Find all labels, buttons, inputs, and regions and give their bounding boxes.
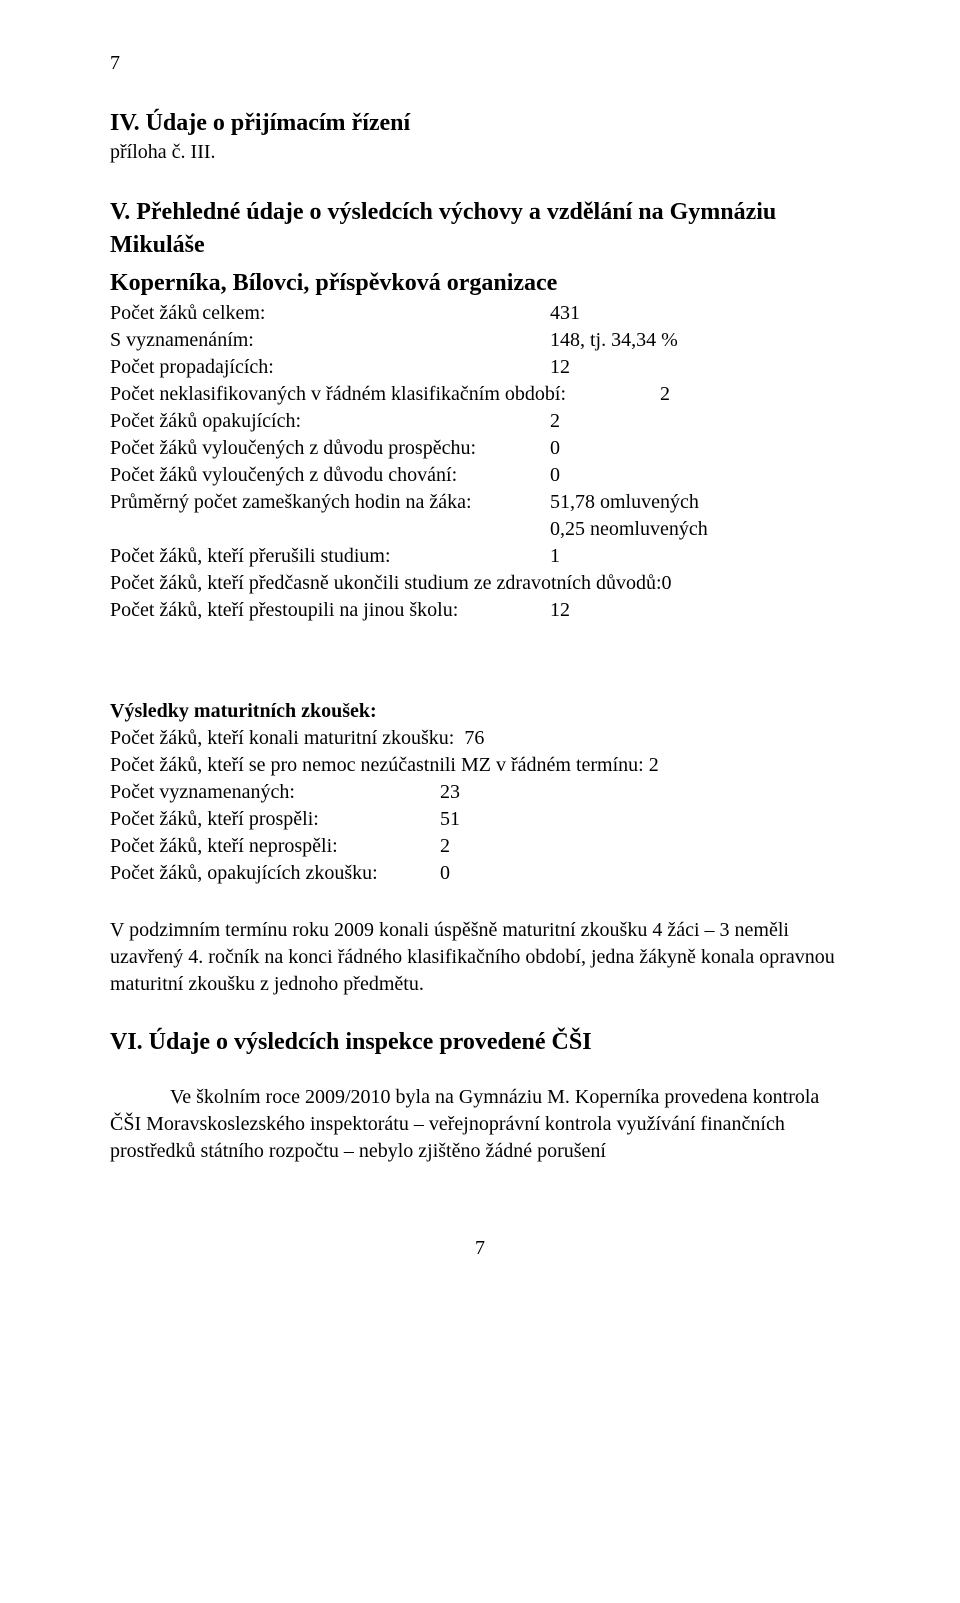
section-4-heading: IV. Údaje o přijímacím řízení: [110, 107, 850, 139]
value-expelled-behavior: 0: [550, 462, 560, 489]
row-unclassified: Počet neklasifikovaných v řádném klasifi…: [110, 381, 850, 408]
label-expelled-behavior: Počet žáků vyloučených z důvodu chování:: [110, 462, 550, 489]
label-mat-honors: Počet vyznamenaných:: [110, 779, 440, 806]
row-transferred: Počet žáků, kteří přestoupili na jinou š…: [110, 597, 850, 624]
section-4-subnote: příloha č. III.: [110, 139, 850, 166]
row-mat-missed: Počet žáků, kteří se pro nemoc nezúčastn…: [110, 752, 850, 779]
value-missed-hours-excused: 51,78 omluvených: [550, 489, 699, 516]
label-unclassified: Počet neklasifikovaných v řádném klasifi…: [110, 381, 660, 408]
row-mat-pass: Počet žáků, kteří prospěli: 51: [110, 806, 850, 833]
paragraph-inspection: Ve školním roce 2009/2010 byla na Gymnáz…: [110, 1084, 850, 1165]
row-failing: Počet propadajících: 12: [110, 354, 850, 381]
label-mat-repeat: Počet žáků, opakujících zkoušku:: [110, 860, 440, 887]
row-mat-repeat: Počet žáků, opakujících zkoušku: 0: [110, 860, 850, 887]
value-failing: 12: [550, 354, 570, 381]
label-interrupted: Počet žáků, kteří přerušili studium:: [110, 543, 550, 570]
row-mat-fail: Počet žáků, kteří neprospěli: 2: [110, 833, 850, 860]
maturita-block: Počet žáků, kteří konali maturitní zkouš…: [110, 725, 850, 887]
value-mat-honors: 23: [440, 779, 460, 806]
label-failing: Počet propadajících:: [110, 354, 550, 381]
value-repeating: 2: [550, 408, 560, 435]
row-mat-took: Počet žáků, kteří konali maturitní zkouš…: [110, 725, 850, 752]
row-expelled-grades: Počet žáků vyloučených z důvodu prospěch…: [110, 435, 850, 462]
row-total-students: Počet žáků celkem: 431: [110, 300, 850, 327]
row-mat-honors: Počet vyznamenaných: 23: [110, 779, 850, 806]
value-mat-pass: 51: [440, 806, 460, 833]
section-6-heading: VI. Údaje o výsledcích inspekce proveden…: [110, 1026, 850, 1058]
value-missed-hours-unexcused: 0,25 neomluvených: [550, 516, 708, 543]
page-number-top: 7: [110, 50, 850, 77]
row-repeating: Počet žáků opakujících: 2: [110, 408, 850, 435]
row-missed-hours: Průměrný počet zameškaných hodin na žáka…: [110, 489, 850, 516]
label-missed-hours: Průměrný počet zameškaných hodin na žáka…: [110, 489, 550, 516]
text-mat-took: Počet žáků, kteří konali maturitní zkouš…: [110, 725, 484, 752]
page-number-footer: 7: [110, 1235, 850, 1262]
label-transferred: Počet žáků, kteří přestoupili na jinou š…: [110, 597, 550, 624]
row-expelled-behavior: Počet žáků vyloučených z důvodu chování:…: [110, 462, 850, 489]
row-missed-hours-unexcused: 0,25 neomluvených: [110, 516, 850, 543]
value-honors: 148, tj. 34,34 %: [550, 327, 678, 354]
value-interrupted: 1: [550, 543, 560, 570]
value-total-students: 431: [550, 300, 580, 327]
section-5-heading-line1: V. Přehledné údaje o výsledcích výchovy …: [110, 196, 850, 261]
text-mat-missed: Počet žáků, kteří se pro nemoc nezúčastn…: [110, 752, 659, 779]
row-health-end: Počet žáků, kteří předčasně ukončili stu…: [110, 570, 850, 597]
value-expelled-grades: 0: [550, 435, 560, 462]
label-expelled-grades: Počet žáků vyloučených z důvodu prospěch…: [110, 435, 550, 462]
label-repeating: Počet žáků opakujících:: [110, 408, 550, 435]
value-mat-fail: 2: [440, 833, 450, 860]
label-mat-fail: Počet žáků, kteří neprospěli:: [110, 833, 440, 860]
label-honors: S vyznamenáním:: [110, 327, 550, 354]
label-mat-pass: Počet žáků, kteří prospěli:: [110, 806, 440, 833]
paragraph-inspection-text: Ve školním roce 2009/2010 byla na Gymnáz…: [110, 1086, 819, 1162]
paragraph-podzim: V podzimním termínu roku 2009 konali úsp…: [110, 917, 850, 998]
row-honors: S vyznamenáním: 148, tj. 34,34 %: [110, 327, 850, 354]
maturita-heading: Výsledky maturitních zkoušek:: [110, 698, 850, 725]
row-interrupted: Počet žáků, kteří přerušili studium: 1: [110, 543, 850, 570]
section-5-heading-line2: Koperníka, Bílovci, příspěvková organiza…: [110, 267, 850, 299]
text-health-end: Počet žáků, kteří předčasně ukončili stu…: [110, 570, 672, 597]
value-unclassified: 2: [660, 381, 670, 408]
section-5-data-block: Počet žáků celkem: 431 S vyznamenáním: 1…: [110, 300, 850, 624]
label-total-students: Počet žáků celkem:: [110, 300, 550, 327]
value-mat-repeat: 0: [440, 860, 450, 887]
value-transferred: 12: [550, 597, 570, 624]
